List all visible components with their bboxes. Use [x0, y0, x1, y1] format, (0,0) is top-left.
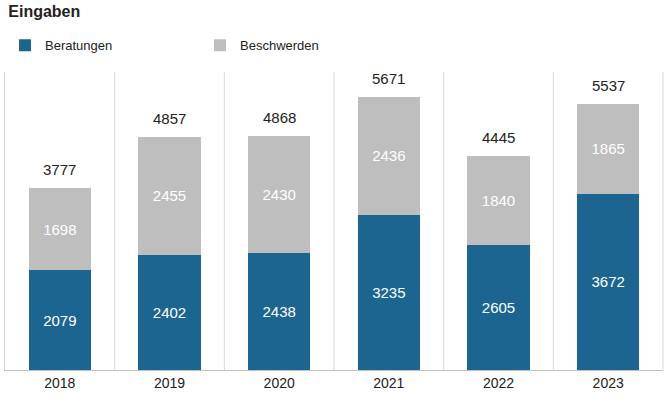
svg-text:2605: 2605: [482, 299, 515, 316]
svg-text:2079: 2079: [43, 312, 76, 329]
svg-text:2438: 2438: [262, 303, 295, 320]
svg-text:2022: 2022: [483, 375, 514, 391]
svg-text:4857: 4857: [153, 110, 186, 127]
svg-text:4445: 4445: [482, 129, 515, 146]
svg-text:2020: 2020: [264, 375, 295, 391]
svg-text:2436: 2436: [372, 147, 405, 164]
svg-text:5537: 5537: [592, 77, 625, 94]
svg-text:4868: 4868: [263, 109, 296, 126]
svg-text:2019: 2019: [154, 375, 185, 391]
svg-text:Eingaben: Eingaben: [8, 3, 80, 20]
svg-text:Beschwerden: Beschwerden: [240, 38, 319, 53]
svg-text:1865: 1865: [591, 140, 624, 157]
svg-text:2402: 2402: [153, 304, 186, 321]
svg-text:2430: 2430: [262, 186, 295, 203]
svg-text:2018: 2018: [44, 375, 75, 391]
svg-text:3235: 3235: [372, 284, 405, 301]
svg-text:2021: 2021: [373, 375, 404, 391]
svg-text:3777: 3777: [43, 161, 76, 178]
svg-text:2023: 2023: [593, 375, 624, 391]
svg-text:2455: 2455: [153, 187, 186, 204]
svg-text:Beratungen: Beratungen: [45, 38, 112, 53]
svg-text:1840: 1840: [482, 192, 515, 209]
svg-text:5671: 5671: [372, 70, 405, 87]
svg-text:3672: 3672: [591, 273, 624, 290]
svg-text:1698: 1698: [43, 221, 76, 238]
